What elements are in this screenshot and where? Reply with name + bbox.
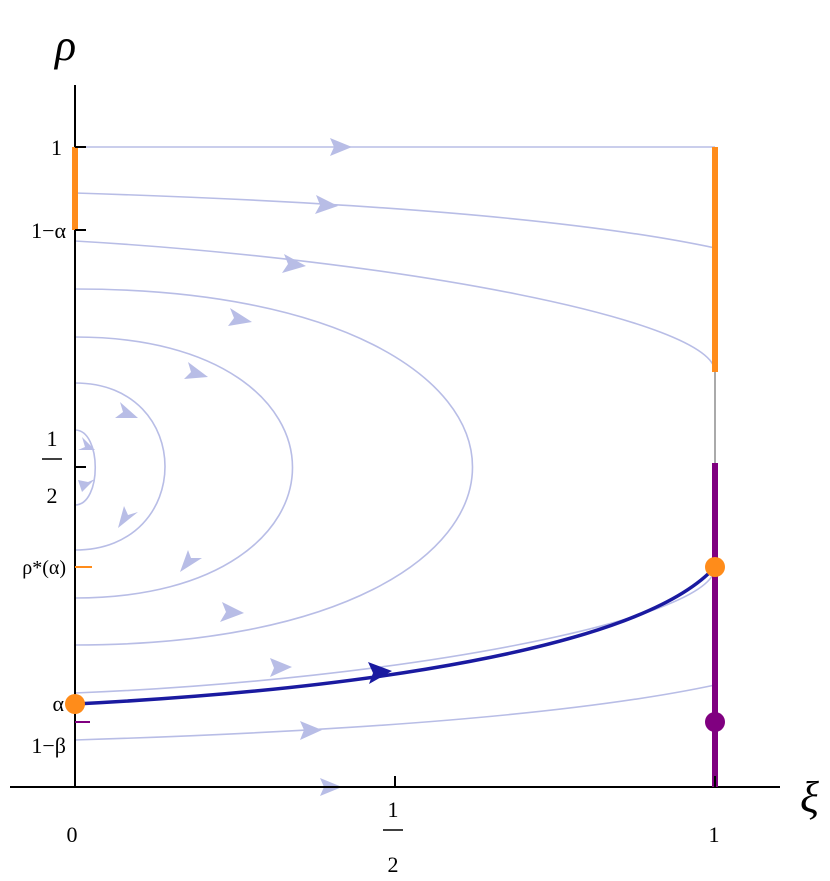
- y-axis-label: ρ: [53, 21, 76, 70]
- x-tick-label-den: 2: [388, 852, 399, 877]
- flow-arrow: [78, 479, 95, 492]
- flow-arrow: [220, 602, 244, 622]
- flow-arrow: [330, 138, 352, 156]
- y-tick-label-den: 2: [47, 483, 58, 508]
- highlighted-trajectory: [74, 565, 717, 706]
- flow-line: [74, 336, 294, 599]
- flow-arrow: [180, 550, 202, 572]
- flow-arrow: [270, 658, 292, 677]
- orange-point: [705, 557, 725, 577]
- x-axis-label: ξ: [800, 773, 819, 822]
- flow-arrow: [282, 254, 306, 273]
- flow-line: [74, 382, 166, 551]
- flow-arrow: [300, 721, 322, 740]
- x-tick-label-num: 1: [388, 797, 399, 822]
- y-tick-label-num: 1: [47, 426, 58, 451]
- orange-point: [65, 694, 85, 714]
- flow-lines: [74, 138, 716, 796]
- flow-arrow: [184, 362, 208, 379]
- y-tick-label: 1: [51, 135, 62, 160]
- y-tick-label: 1−β: [31, 733, 66, 758]
- flow-line: [74, 684, 716, 741]
- flow-arrow: [115, 402, 138, 418]
- flow-line: [74, 566, 716, 694]
- y-tick-label: 1−α: [31, 218, 66, 243]
- flow-line: [74, 288, 474, 646]
- flow-arrow: [118, 506, 138, 528]
- y-tick-label: α: [52, 691, 64, 716]
- flow-line: [74, 240, 716, 373]
- trajectory-arrow: [368, 662, 392, 684]
- x-tick-label: 1: [709, 822, 720, 847]
- flow-arrow: [78, 437, 95, 450]
- flow-line: [74, 429, 97, 506]
- flow-arrow: [228, 308, 252, 326]
- y-tick-label: ρ*(α): [22, 557, 66, 579]
- x-tick-label: 0: [67, 822, 78, 847]
- flow-arrow: [315, 195, 338, 214]
- purple-point: [705, 712, 725, 732]
- flow-line: [74, 192, 716, 249]
